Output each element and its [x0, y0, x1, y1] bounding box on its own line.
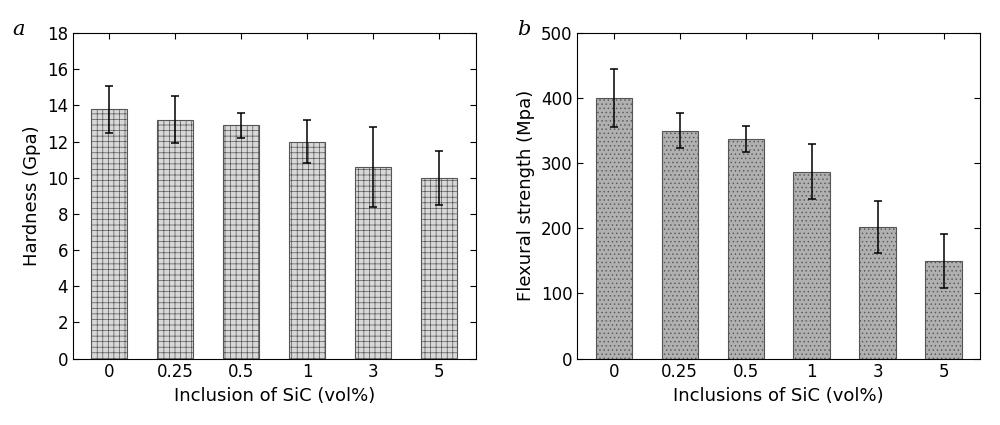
Bar — [728, 139, 764, 359]
X-axis label: Inclusion of SiC (vol%): Inclusion of SiC (vol%) — [174, 387, 375, 405]
Bar — [289, 142, 325, 359]
Bar — [91, 109, 127, 359]
Bar — [421, 178, 457, 359]
Bar — [662, 131, 698, 359]
Bar — [859, 227, 896, 359]
Bar — [793, 172, 830, 359]
Bar — [925, 261, 962, 359]
Y-axis label: Flexural strength (Mpa): Flexural strength (Mpa) — [517, 90, 535, 301]
Bar — [355, 167, 391, 359]
Text: b: b — [517, 20, 530, 39]
Text: a: a — [12, 20, 25, 39]
Bar — [157, 120, 193, 359]
Bar — [596, 98, 632, 359]
Bar — [223, 125, 259, 359]
X-axis label: Inclusions of SiC (vol%): Inclusions of SiC (vol%) — [673, 387, 884, 405]
Y-axis label: Hardness (Gpa): Hardness (Gpa) — [23, 125, 41, 266]
